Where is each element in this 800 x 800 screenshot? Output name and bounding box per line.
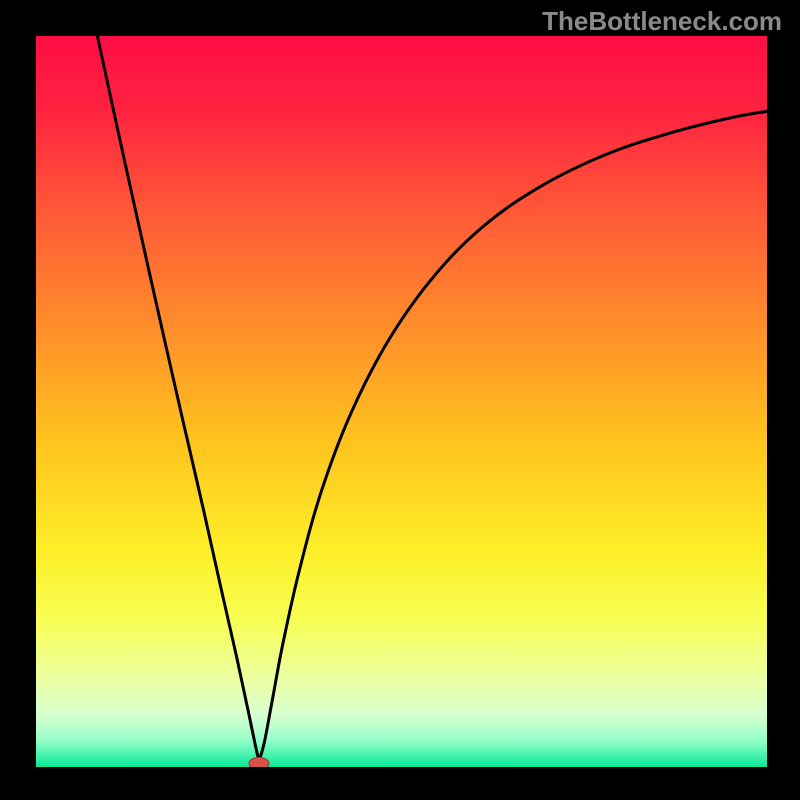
optimal-point-marker: [249, 757, 269, 767]
gradient-background: [36, 36, 767, 767]
source-watermark: TheBottleneck.com: [542, 6, 782, 37]
bottleneck-curve-chart: [36, 36, 767, 767]
chart-frame: TheBottleneck.com: [0, 0, 800, 800]
plot-area: [36, 36, 767, 767]
